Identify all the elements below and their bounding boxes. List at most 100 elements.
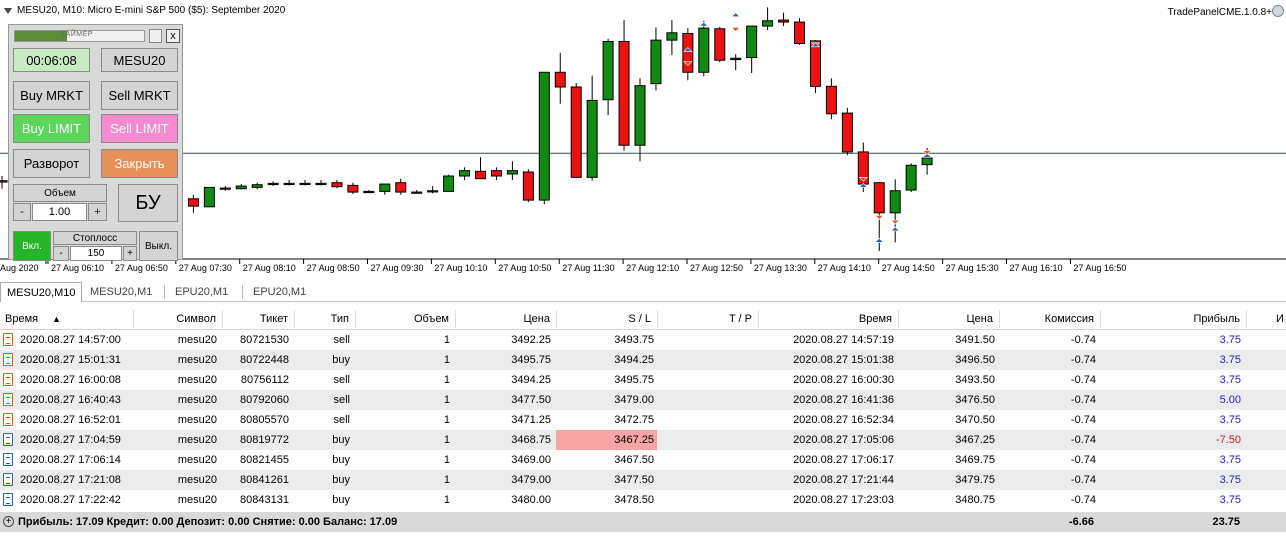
price-chart[interactable]: Aug 2020 27 Aug 06:10 27 Aug 06:50 27 Aug 0…	[0, 0, 1286, 278]
close-all-button[interactable]: Закрыть	[101, 149, 178, 178]
header-close-price[interactable]: Цена	[966, 313, 993, 325]
deal-document-icon	[3, 493, 13, 506]
cell-type: buy	[332, 474, 350, 486]
table-row[interactable]: 2020.08.27 17:21:08 mesu20 80841261 buy …	[0, 470, 1286, 490]
buy-market-button[interactable]: Buy MRKT	[13, 81, 90, 110]
trade-panel: ТАЙМЕР x 00:06:08 MESU20 Buy MRKT Sell M…	[8, 24, 183, 261]
x-axis-tick-label: 27 Aug 08:50	[307, 263, 360, 273]
cell-type: buy	[332, 434, 350, 446]
candle-body	[411, 191, 423, 194]
header-volume[interactable]: Объем	[413, 313, 449, 325]
cell-commission: -0.74	[1070, 374, 1096, 386]
candlestick-chart-svg[interactable]: Aug 2020 27 Aug 06:10 27 Aug 06:50 27 Aug 0…	[0, 0, 1286, 278]
table-row[interactable]: 2020.08.27 16:00:08 mesu20 80756112 sell…	[0, 370, 1286, 390]
dropdown-triangle-icon[interactable]	[4, 7, 12, 14]
header-close-time[interactable]: Время	[858, 313, 892, 325]
tab-epu20-m1-b[interactable]: EPU20,M1	[253, 286, 307, 298]
candle-body	[283, 182, 295, 186]
candle	[586, 75, 598, 181]
header-type[interactable]: Тип	[330, 313, 349, 325]
candle	[538, 71, 550, 205]
table-row[interactable]: 2020.08.27 15:01:31 mesu20 80722448 buy …	[0, 350, 1286, 370]
cell-open-time: 2020.08.27 15:01:31	[20, 354, 121, 366]
panel-close-button[interactable]: x	[166, 29, 180, 43]
candle	[0, 176, 8, 189]
stoploss-increase-button[interactable]: +	[123, 246, 137, 261]
buy-limit-button[interactable]: Buy LIMIT	[13, 114, 90, 143]
cell-stop-loss: 3467.25	[556, 430, 657, 450]
header-symbol[interactable]: Символ	[176, 313, 216, 325]
stoploss-off-button[interactable]: Выкл.	[139, 231, 178, 261]
x-axis-tick-label: 27 Aug 12:10	[626, 263, 679, 273]
chart-title: MESU20, M10: Micro E-mini S&P 500 ($5): …	[4, 5, 285, 16]
tab-mesu20-m1[interactable]: MESU20,M1	[90, 286, 153, 298]
volume-increase-button[interactable]: +	[88, 203, 107, 221]
candle-body	[219, 187, 231, 190]
x-axis-tick-label: 27 Aug 13:30	[754, 263, 807, 273]
timer-display: 00:06:08	[13, 48, 90, 72]
cell-close-price: 3491.50	[955, 334, 995, 346]
timer-progress-fill	[15, 31, 67, 41]
table-row[interactable]: 2020.08.27 16:52:01 mesu20 80805570 sell…	[0, 410, 1286, 430]
candle-body	[490, 170, 502, 177]
cell-volume: 1	[443, 474, 450, 486]
stoploss-on-button[interactable]: Вкл.	[13, 231, 51, 261]
cell-ticket: 80722448	[240, 354, 289, 366]
cell-stop-loss: 3495.75	[614, 374, 654, 386]
stoploss-input[interactable]: 150	[70, 246, 122, 261]
table-row[interactable]: 2020.08.27 16:40:43 mesu20 80792060 sell…	[0, 390, 1286, 410]
sell-limit-button[interactable]: Sell LIMIT	[101, 114, 178, 143]
candle	[219, 186, 231, 191]
candle	[634, 78, 646, 162]
symbol-button[interactable]: MESU20	[101, 48, 178, 72]
table-row[interactable]: 2020.08.27 14:57:00 mesu20 80721530 sell…	[0, 330, 1286, 350]
header-price[interactable]: Цена	[523, 313, 550, 325]
candle-body	[395, 182, 407, 193]
cell-close-time: 2020.08.27 16:52:34	[793, 414, 894, 426]
header-profit[interactable]: Прибыль	[1193, 313, 1240, 325]
volume-label: Объем	[13, 184, 107, 202]
candle-body	[251, 184, 263, 188]
header-take-profit[interactable]: T / P	[728, 313, 752, 325]
cell-profit: 3.75	[1219, 354, 1241, 366]
expert-advisor-smiley-icon[interactable]	[1272, 5, 1284, 17]
breakeven-button[interactable]: БУ	[118, 184, 178, 222]
header-comment[interactable]: И	[1276, 313, 1284, 325]
table-row[interactable]: 2020.08.27 17:06:14 mesu20 80821455 buy …	[0, 450, 1286, 470]
cell-price: 3469.00	[511, 454, 551, 466]
volume-decrease-button[interactable]: -	[13, 203, 31, 221]
tab-mesu20-m10[interactable]: MESU20,M10	[0, 282, 83, 302]
table-row[interactable]: 2020.08.27 17:04:59 mesu20 80819772 buy …	[0, 430, 1286, 450]
expand-plus-icon[interactable]: +	[3, 516, 14, 527]
cell-volume: 1	[443, 354, 450, 366]
cell-profit: 3.75	[1219, 374, 1241, 386]
chart-tabs: MESU20,M10 MESU20,M1 EPU20,M1 EPU20,M1	[0, 282, 1286, 302]
cell-ticket: 80843131	[240, 494, 289, 506]
cell-take-profit	[657, 330, 753, 350]
sell-market-button[interactable]: Sell MRKT	[101, 81, 178, 110]
header-stop-loss[interactable]: S / L	[628, 313, 651, 325]
x-axis-tick-label: 27 Aug 15:30	[946, 263, 999, 273]
header-ticket[interactable]: Тикет	[259, 313, 288, 325]
header-time[interactable]: Время	[5, 313, 39, 325]
cell-volume: 1	[443, 414, 450, 426]
cell-profit: 5.00	[1219, 394, 1241, 406]
candle-body	[203, 186, 215, 208]
reverse-button[interactable]: Разворот	[13, 149, 90, 178]
tab-epu20-m1-a[interactable]: EPU20,M1	[175, 286, 229, 298]
stoploss-decrease-button[interactable]: -	[53, 246, 69, 261]
panel-minimize-button[interactable]	[149, 29, 162, 43]
candle-body	[267, 182, 279, 186]
table-row[interactable]: 2020.08.27 17:22:42 mesu20 80843131 buy …	[0, 490, 1286, 510]
candle-body	[586, 99, 598, 178]
candle-body	[873, 182, 885, 214]
candle-body	[235, 185, 247, 190]
cell-type: buy	[332, 454, 350, 466]
cell-commission: -0.74	[1070, 454, 1096, 466]
volume-input[interactable]: 1.00	[32, 203, 87, 221]
header-commission[interactable]: Комиссия	[1044, 313, 1094, 325]
expert-advisor-label: TradePanelCME.1.0.8+	[1167, 7, 1272, 18]
candle-body	[905, 164, 917, 191]
x-axis-tick-label: 27 Aug 06:10	[51, 263, 104, 273]
candle	[825, 78, 837, 120]
